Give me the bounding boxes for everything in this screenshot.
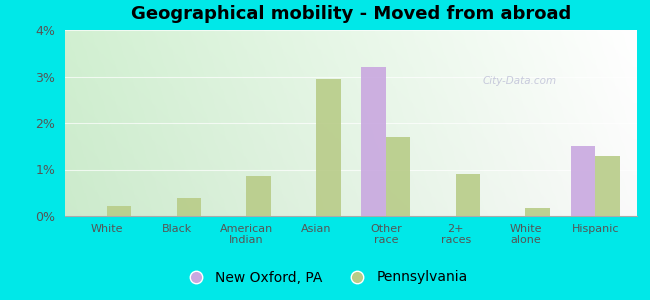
Bar — [525, 208, 550, 216]
Bar — [456, 174, 480, 216]
Bar — [595, 157, 619, 216]
Legend: New Oxford, PA, Pennsylvania: New Oxford, PA, Pennsylvania — [176, 265, 474, 290]
Title: Geographical mobility - Moved from abroad: Geographical mobility - Moved from abroa… — [131, 5, 571, 23]
Bar — [246, 176, 271, 216]
Bar — [361, 67, 386, 216]
Bar — [386, 137, 410, 216]
Bar — [107, 206, 131, 216]
Text: City-Data.com: City-Data.com — [483, 76, 557, 86]
Bar — [177, 198, 201, 216]
Bar — [316, 79, 341, 216]
Bar — [571, 146, 595, 216]
